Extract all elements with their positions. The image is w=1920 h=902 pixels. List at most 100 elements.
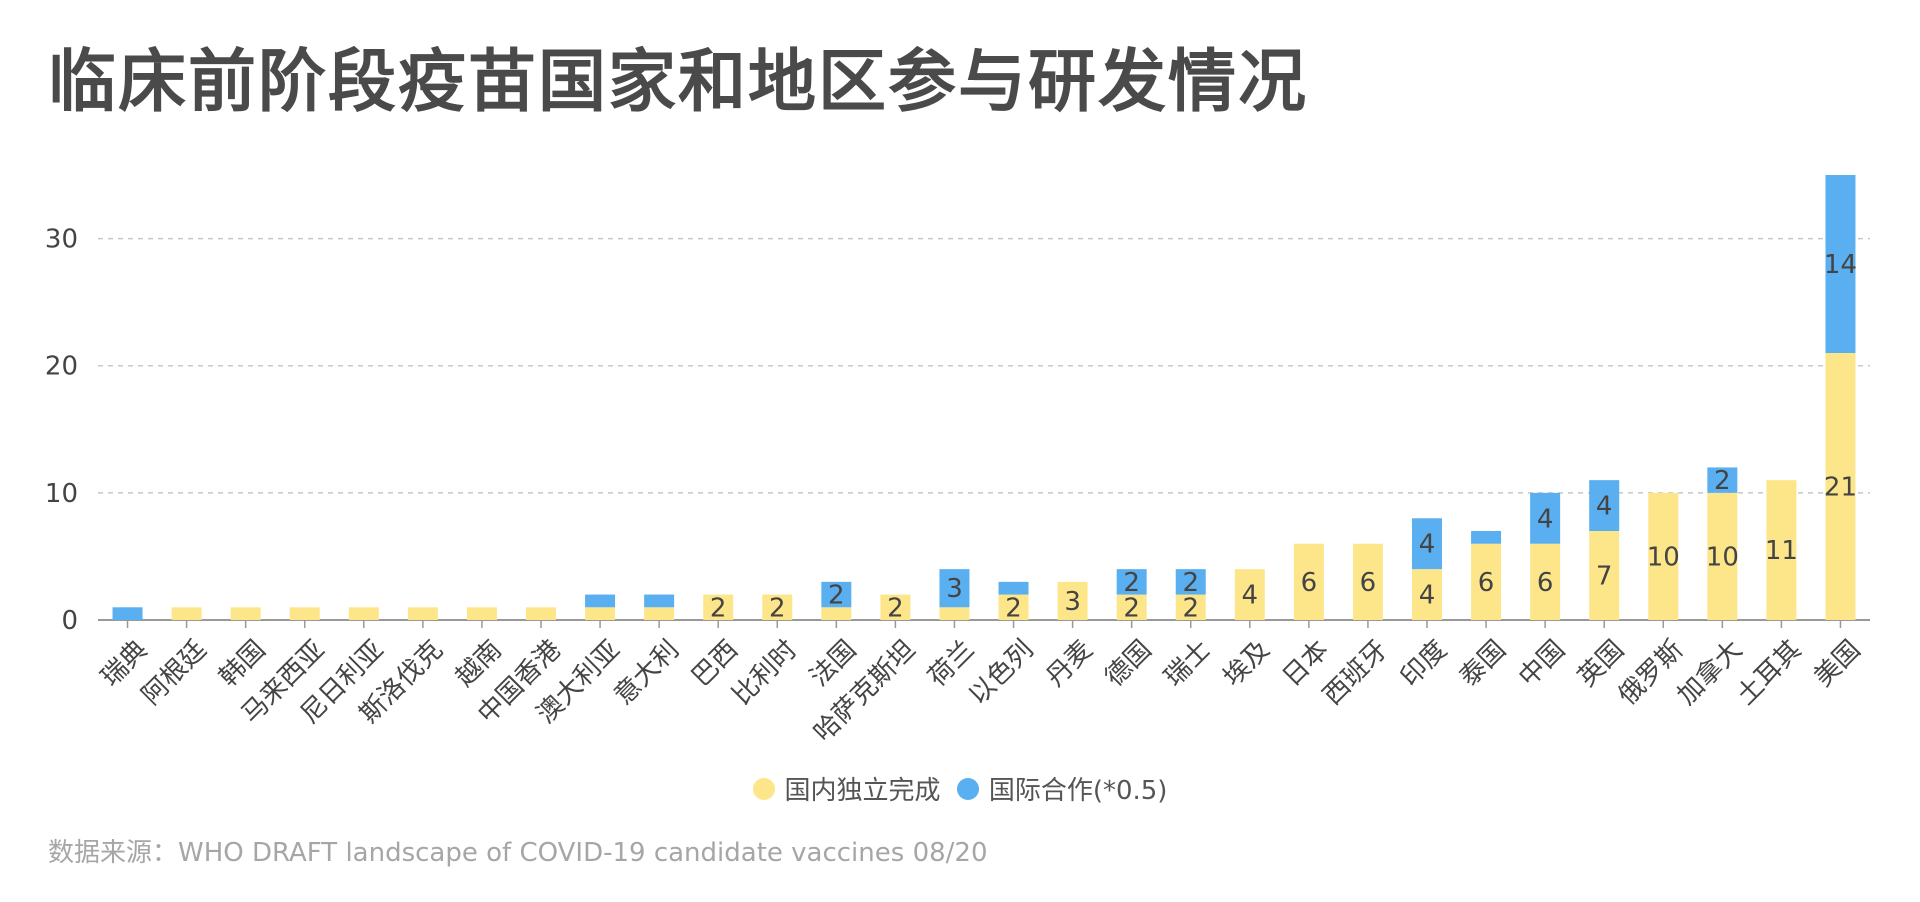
data-label: 11: [1765, 536, 1798, 566]
bar-segment-domestic[interactable]: [1825, 353, 1856, 620]
data-label: 4: [1537, 504, 1554, 534]
bar-segment-domestic[interactable]: [1648, 492, 1679, 620]
bar-segment-domestic[interactable]: [1352, 543, 1383, 620]
bar-segment-domestic[interactable]: [1175, 594, 1206, 620]
bar-segment-domestic[interactable]: [171, 607, 202, 620]
x-tick-label: 以色列: [963, 635, 1039, 711]
bar-segment-international[interactable]: [1116, 569, 1147, 595]
bar-segment-domestic[interactable]: [1116, 594, 1147, 620]
data-source-note: 数据来源：WHO DRAFT landscape of COVID-19 can…: [48, 838, 988, 868]
data-label: 21: [1824, 473, 1857, 503]
bar-segment-domestic[interactable]: [1707, 492, 1738, 620]
y-tick-label: 10: [45, 479, 78, 509]
bar-segment-domestic[interactable]: [1293, 543, 1324, 620]
bar-segment-domestic[interactable]: [1412, 569, 1442, 620]
bar-segment-domestic[interactable]: [1530, 543, 1561, 620]
bar-segment-international[interactable]: [644, 594, 675, 608]
data-label: 2: [1123, 593, 1140, 623]
bar-segment-domestic[interactable]: [466, 607, 497, 620]
legend-swatch-domestic: [752, 777, 775, 800]
bar-segment-domestic[interactable]: [1589, 531, 1620, 620]
data-label: 2: [1182, 593, 1199, 623]
legend-label-international: 国际合作(*0.5): [988, 776, 1168, 806]
data-label: 7: [1596, 562, 1613, 592]
bar-segment-international[interactable]: [939, 569, 970, 608]
bar-segment-domestic[interactable]: [585, 607, 616, 620]
bar-segment-international[interactable]: [821, 581, 852, 608]
bar-segment-domestic[interactable]: [289, 607, 320, 620]
data-label: 2: [1182, 568, 1199, 598]
bar-segment-domestic[interactable]: [1234, 569, 1265, 620]
legend-item-international[interactable]: 国际合作(*0.5): [956, 770, 1168, 807]
bar-segment-international[interactable]: [1589, 480, 1620, 531]
x-tick-label: 加拿大: [1672, 635, 1748, 711]
x-tick-label: 泰国: [1454, 635, 1512, 693]
x-tick-label: 瑞士: [1159, 635, 1217, 693]
data-label: 2: [1005, 593, 1022, 623]
bar-segment-domestic[interactable]: [998, 594, 1029, 620]
x-tick-label: 美国: [1808, 635, 1866, 693]
bar-segment-domestic[interactable]: [1471, 543, 1502, 620]
legend-swatch-international: [956, 777, 979, 800]
y-tick-label: 0: [61, 606, 78, 636]
x-tick-label: 中国: [1513, 635, 1571, 693]
bar-segment-domestic[interactable]: [703, 594, 734, 620]
data-label: 3: [946, 574, 963, 604]
x-tick-label: 土耳其: [1731, 635, 1807, 711]
chart-title: 临床前阶段疫苗国家和地区参与研发情况: [48, 43, 1309, 122]
bar-segment-international[interactable]: [1707, 467, 1738, 493]
legend-item-domestic[interactable]: 国内独立完成: [752, 770, 941, 807]
bar-segment-domestic[interactable]: [1057, 581, 1088, 620]
x-tick-label: 西班牙: [1318, 635, 1394, 711]
data-label: 4: [1242, 581, 1259, 611]
bar-segment-international[interactable]: [1412, 518, 1442, 570]
bar-segment-international[interactable]: [1530, 492, 1561, 544]
bar-segment-domestic[interactable]: [821, 607, 852, 620]
data-label: 4: [1596, 492, 1613, 522]
bar-segment-domestic[interactable]: [407, 607, 438, 620]
x-tick-label: 阿根廷: [136, 635, 212, 711]
x-tick-label: 德国: [1100, 635, 1158, 693]
bar-segment-international[interactable]: [998, 581, 1029, 595]
data-label: 2: [769, 593, 786, 623]
bar-segment-international[interactable]: [1825, 175, 1856, 353]
data-label: 6: [1301, 568, 1318, 598]
data-label: 10: [1647, 542, 1680, 572]
x-tick-label: 丹麦: [1041, 635, 1099, 693]
x-tick-label: 埃及: [1218, 635, 1276, 693]
bar-segment-international[interactable]: [1471, 531, 1502, 544]
bar-segment-domestic[interactable]: [1766, 480, 1797, 620]
data-label: 2: [828, 581, 845, 611]
data-label: 2: [1714, 466, 1731, 496]
x-tick-label: 印度: [1395, 635, 1453, 693]
bar-segment-domestic[interactable]: [526, 607, 556, 620]
bar-segment-domestic[interactable]: [230, 607, 261, 620]
x-tick-label: 比利时: [727, 635, 803, 711]
x-tick-label: 意大利: [609, 635, 685, 711]
data-label: 6: [1478, 568, 1495, 598]
bar-segment-domestic[interactable]: [762, 594, 793, 620]
data-label: 14: [1824, 250, 1857, 280]
data-label: 6: [1360, 568, 1377, 598]
data-label: 4: [1419, 530, 1436, 560]
bar-segment-international[interactable]: [112, 607, 143, 620]
y-tick-label: 30: [45, 225, 78, 255]
data-label: 6: [1537, 568, 1554, 598]
data-label: 3: [1064, 587, 1081, 617]
bar-segment-international[interactable]: [1175, 569, 1206, 595]
data-label: 10: [1706, 542, 1739, 572]
x-tick-label: 俄罗斯: [1613, 635, 1689, 711]
bar-segment-domestic[interactable]: [880, 594, 911, 620]
legend: 国内独立完成 国际合作(*0.5): [0, 770, 1920, 807]
bar-segment-international[interactable]: [585, 594, 616, 608]
legend-label-domestic: 国内独立完成: [784, 776, 941, 806]
bar-segment-domestic[interactable]: [348, 607, 379, 620]
data-label: 4: [1419, 581, 1436, 611]
y-tick-label: 20: [45, 352, 78, 382]
bar-segment-domestic[interactable]: [644, 607, 675, 620]
data-label: 2: [710, 593, 727, 623]
data-label: 2: [1123, 568, 1140, 598]
data-label: 2: [887, 593, 904, 623]
bar-segment-domestic[interactable]: [939, 607, 970, 620]
